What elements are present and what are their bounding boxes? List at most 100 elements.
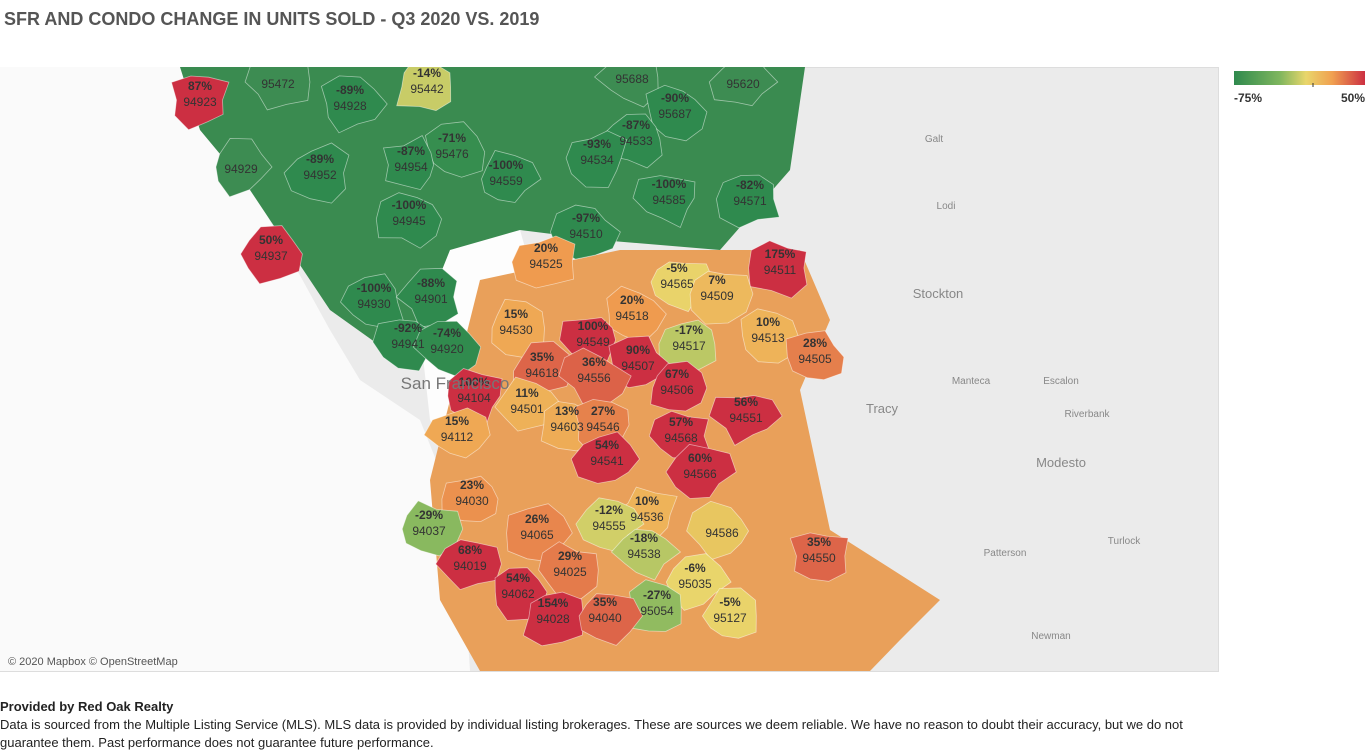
region-zip: 94550 (802, 551, 836, 565)
region (570, 431, 640, 484)
region-zip: 94923 (183, 95, 217, 109)
region-change: 90% (626, 343, 650, 357)
region-change: -93% (583, 137, 611, 151)
region-change: 60% (688, 451, 712, 465)
region-change: 28% (803, 336, 827, 350)
region-change: 35% (530, 350, 554, 364)
region-change: 7% (708, 273, 726, 287)
place-name: Stockton (913, 286, 964, 301)
region (748, 240, 808, 299)
region-change: -71% (438, 131, 466, 145)
region-change: 154% (538, 596, 569, 610)
region (658, 319, 717, 371)
region-zip: 94559 (489, 174, 523, 188)
region-zip: 94506 (660, 383, 694, 397)
region (441, 475, 499, 523)
region-zip: 94509 (700, 289, 734, 303)
region-zip: 94618 (525, 366, 559, 380)
region (632, 175, 696, 229)
region-change: -29% (415, 508, 443, 522)
region (665, 443, 737, 499)
region-change: 15% (445, 414, 469, 428)
region-zip: 94525 (529, 257, 563, 271)
region-change: 100% (459, 375, 490, 389)
region-change: 67% (665, 367, 689, 381)
footer-text: Data is sourced from the Multiple Listin… (0, 717, 1183, 750)
region-zip: 94505 (798, 352, 832, 366)
region (650, 360, 708, 412)
region-zip: 94030 (455, 494, 489, 508)
region-zip: 94945 (392, 214, 426, 228)
region-change: -5% (719, 595, 741, 609)
region-zip: 94941 (391, 337, 425, 351)
region-change: 68% (458, 543, 482, 557)
region-change: 13% (555, 404, 579, 418)
region-change: 11% (515, 386, 539, 400)
region-zip: 94586 (705, 526, 739, 540)
region-zip: 94511 (764, 263, 797, 277)
region-zip: 94517 (672, 339, 706, 353)
region-change: 87% (188, 79, 212, 93)
region-zip: 94556 (577, 371, 611, 385)
region (435, 539, 502, 591)
region-zip: 94510 (569, 227, 603, 241)
regions (171, 67, 849, 647)
attribution: © 2020 Mapbox © OpenStreetMap (8, 656, 178, 668)
region-zip: 95035 (678, 577, 712, 591)
labels: 87% 94923 95472 -89% 94928 -14% 95442 95688 9562… (183, 67, 1141, 642)
region-zip: 94937 (254, 249, 288, 263)
region-zip: 94533 (619, 134, 653, 148)
region-change: 15% (504, 307, 528, 321)
region-zip: 94546 (586, 420, 620, 434)
region-zip: 94952 (303, 168, 337, 182)
region-zip: 94518 (615, 309, 649, 323)
region-zip: 94901 (414, 292, 448, 306)
region (740, 308, 799, 364)
region-change: 36% (582, 355, 606, 369)
region-change: 175% (765, 247, 796, 261)
region-zip: 94549 (576, 335, 610, 349)
region-zip: 94062 (501, 587, 535, 601)
region-zip: 95476 (435, 147, 469, 161)
region-zip: 95127 (713, 611, 747, 625)
region-change: -89% (336, 83, 364, 97)
region-change: 20% (620, 293, 644, 307)
region-change: 26% (525, 512, 549, 526)
region-zip: 94025 (553, 565, 587, 579)
place-name: Manteca (952, 376, 991, 387)
region (645, 84, 708, 142)
region (558, 347, 632, 407)
region-change: 29% (558, 549, 582, 563)
region (283, 142, 350, 204)
region-change: -92% (394, 321, 422, 335)
region-change: -5% (666, 261, 688, 275)
region-change: -90% (661, 91, 689, 105)
place-name: Turlock (1108, 536, 1141, 547)
region (578, 593, 643, 646)
region-change: -100% (652, 177, 687, 191)
region-zip: 94555 (592, 519, 626, 533)
legend-max: 50% (1341, 91, 1365, 105)
region-change: -74% (433, 326, 461, 340)
region-zip: 94920 (430, 342, 464, 356)
region (665, 553, 732, 611)
region-zip: 95688 (615, 72, 649, 86)
region-change: 20% (534, 241, 558, 255)
place-name: Tracy (866, 401, 899, 416)
region-zip: 94566 (683, 467, 717, 481)
place-name: San Francisco (401, 374, 510, 393)
region-change: -100% (489, 158, 524, 172)
footer: Provided by Red Oak Realty Data is sourc… (0, 698, 1215, 752)
region-change: 100% (578, 319, 609, 333)
region (789, 532, 849, 582)
region (701, 587, 757, 639)
region (244, 67, 311, 111)
region (240, 225, 303, 285)
region (375, 192, 443, 249)
region-change: -100% (357, 281, 392, 295)
region (708, 67, 779, 107)
region-change: -14% (413, 67, 441, 80)
region (215, 137, 273, 198)
region-change: 35% (593, 595, 617, 609)
